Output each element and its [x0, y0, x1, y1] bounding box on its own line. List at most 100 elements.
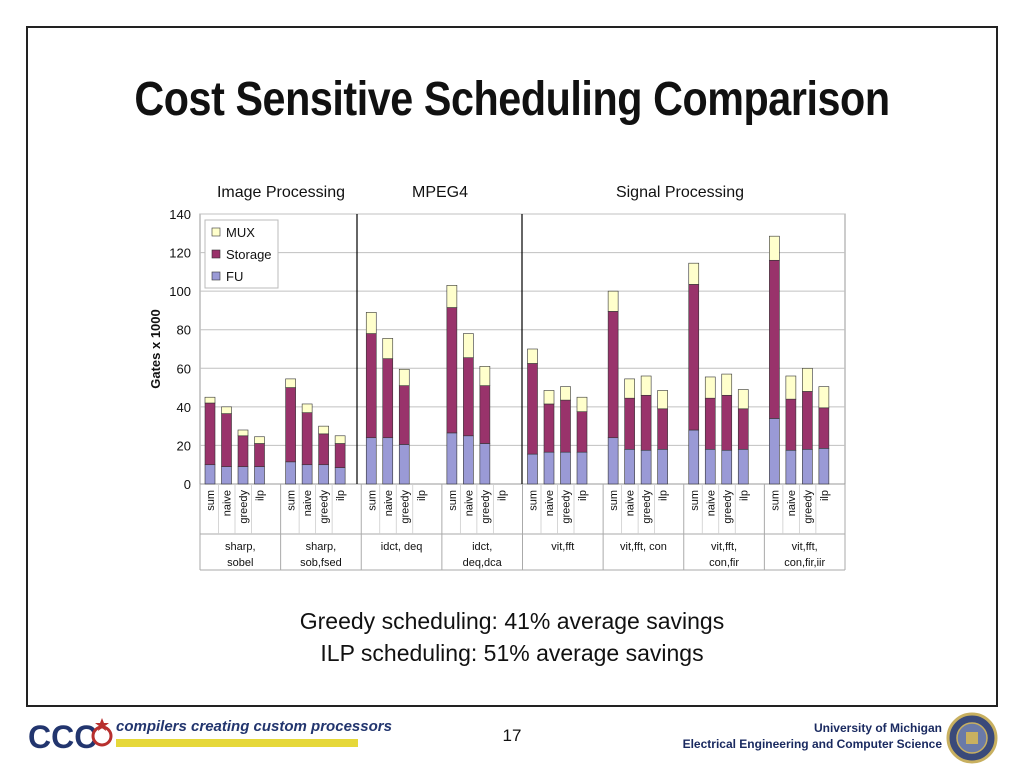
bar-storage — [624, 397, 635, 450]
bar-storage — [398, 385, 410, 445]
y-tick-label: 120 — [169, 246, 191, 261]
y-tick-label: 0 — [184, 477, 191, 492]
bar-storage — [769, 259, 780, 419]
group-label: idct, deq — [381, 541, 423, 553]
x-tick-label: naive — [302, 490, 314, 516]
group-label: vit,fft, con — [620, 541, 667, 553]
bar-mux — [204, 396, 216, 404]
note-ilp: ILP scheduling: 51% average savings — [320, 640, 704, 666]
domain-header: MPEG4 — [412, 184, 468, 201]
x-tick-label: naive — [625, 490, 637, 516]
bar-mux — [285, 378, 296, 388]
legend-label: Storage — [226, 247, 272, 262]
bar-fu — [446, 432, 458, 485]
group-label: sobel — [227, 557, 253, 569]
bar-fu — [382, 437, 394, 485]
bar-mux — [543, 390, 555, 405]
bar-fu — [769, 418, 780, 485]
bar-fu — [802, 448, 813, 485]
x-tick-label: naive — [383, 490, 395, 516]
ccc-logo: CCC — [28, 718, 113, 755]
bar-mux — [334, 435, 346, 444]
bar-mux — [446, 285, 458, 308]
bar-mux — [254, 436, 265, 444]
bar-storage — [446, 307, 458, 434]
bar-fu — [737, 448, 749, 485]
x-tick-label: ilp — [577, 490, 589, 501]
x-tick-label: naive — [222, 490, 234, 516]
y-tick-label: 40 — [177, 400, 191, 415]
domain-header: Signal Processing — [616, 184, 744, 201]
x-tick-label: sum — [528, 490, 540, 511]
x-tick-label: sum — [205, 490, 217, 511]
bar-fu — [785, 449, 797, 485]
group-label: vit,fft, — [711, 541, 737, 553]
x-tick-label: sum — [769, 490, 781, 511]
bar-mux — [607, 290, 619, 312]
x-tick-label: greedy — [561, 490, 573, 524]
x-tick-label: greedy — [238, 490, 250, 524]
bar-storage — [301, 412, 313, 466]
group-label: vit,fft, — [792, 541, 818, 553]
bar-storage — [221, 413, 232, 467]
bar-storage — [382, 358, 394, 439]
x-tick-label: ilp — [738, 490, 750, 501]
bar-mux — [721, 373, 733, 396]
bar-mux — [704, 376, 716, 399]
x-tick-label: sum — [286, 490, 298, 511]
bar-fu — [365, 437, 377, 485]
bar-fu — [221, 466, 232, 485]
bar-fu — [704, 448, 716, 485]
bar-fu — [301, 464, 313, 485]
bar-mux — [818, 386, 830, 409]
y-tick-label: 20 — [177, 438, 191, 453]
legend-swatch — [211, 249, 221, 259]
footer-accent-bar — [116, 739, 358, 747]
bar-fu — [318, 464, 329, 485]
slide-frame — [26, 26, 998, 707]
bar-fu — [398, 444, 410, 485]
x-tick-label: greedy — [722, 490, 734, 524]
y-tick-label: 100 — [169, 284, 191, 299]
x-tick-label: ilp — [819, 490, 831, 501]
y-tick-label: 140 — [169, 207, 191, 222]
y-tick-label: 80 — [177, 323, 191, 338]
bar-mux — [640, 375, 652, 396]
logo-text: CCC — [28, 719, 97, 755]
bar-fu — [576, 451, 588, 485]
bar-storage — [318, 433, 329, 466]
x-tick-label: naive — [544, 490, 556, 516]
bar-fu — [334, 467, 346, 485]
bar-fu — [560, 451, 571, 485]
footer-tagline: compilers creating custom processors — [116, 718, 392, 735]
bar-storage — [334, 443, 346, 468]
bar-mux — [301, 403, 313, 413]
bar-storage — [802, 391, 813, 450]
bar-storage — [640, 394, 652, 451]
bar-fu — [607, 437, 619, 485]
group-label: deq,dca — [463, 557, 503, 569]
x-tick-label: ilp — [658, 490, 670, 501]
bar-fu — [527, 453, 538, 485]
bar-mux — [527, 348, 538, 364]
bar-fu — [818, 448, 830, 485]
slide-title: Cost Sensitive Scheduling Comparison — [134, 73, 890, 126]
bar-mux — [688, 262, 700, 285]
bar-mux — [769, 235, 780, 261]
bar-mux — [737, 389, 749, 410]
bar-storage — [721, 394, 733, 451]
x-tick-label: ilp — [255, 490, 267, 501]
bar-fu — [657, 448, 668, 485]
bar-mux — [657, 390, 668, 410]
bar-storage — [737, 408, 749, 450]
bar-storage — [365, 333, 377, 439]
x-tick-label: sum — [689, 490, 701, 511]
bar-fu — [254, 466, 265, 485]
x-tick-label: sum — [447, 490, 459, 511]
x-tick-label: greedy — [319, 490, 331, 524]
bar-storage — [204, 402, 216, 466]
bar-fu — [285, 461, 296, 485]
bar-storage — [607, 311, 619, 439]
institution-block: University of Michigan Electrical Engine… — [683, 720, 942, 752]
